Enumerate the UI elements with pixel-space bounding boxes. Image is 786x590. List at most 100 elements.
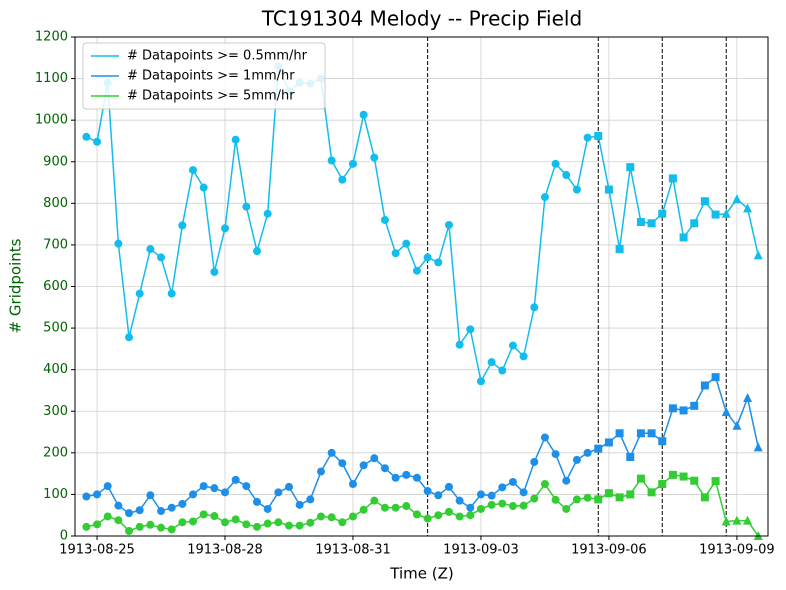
marker <box>444 220 453 229</box>
marker <box>679 233 688 242</box>
marker <box>253 497 262 506</box>
marker <box>711 373 720 382</box>
plot-frame <box>74 36 769 537</box>
marker <box>93 490 102 499</box>
marker <box>753 250 763 260</box>
marker <box>594 131 603 140</box>
marker <box>157 507 166 516</box>
marker <box>199 183 208 192</box>
marker <box>636 218 645 227</box>
marker <box>721 208 731 218</box>
marker <box>93 137 102 146</box>
marker <box>519 488 528 497</box>
x-tick-label: 1913-09-06 <box>571 543 647 558</box>
marker <box>338 518 347 527</box>
marker <box>508 477 517 486</box>
marker <box>82 492 91 501</box>
marker <box>498 483 507 492</box>
marker <box>103 482 112 491</box>
marker <box>359 110 368 119</box>
y-tick-label: 200 <box>43 445 68 460</box>
marker <box>199 482 208 491</box>
marker <box>242 482 251 491</box>
line <box>86 65 759 384</box>
marker <box>231 515 240 524</box>
marker <box>434 491 443 500</box>
marker <box>412 266 421 275</box>
marker <box>594 444 603 453</box>
marker <box>743 203 753 213</box>
marker <box>690 219 699 228</box>
marker <box>626 163 635 172</box>
marker <box>604 489 613 498</box>
marker <box>114 516 123 525</box>
marker <box>316 467 325 476</box>
marker <box>540 480 549 489</box>
y-tick-label: 1000 <box>35 113 68 128</box>
y-tick-label: 400 <box>43 362 68 377</box>
marker <box>444 482 453 491</box>
marker <box>167 525 176 534</box>
marker <box>306 518 315 527</box>
marker <box>210 512 219 521</box>
marker <box>690 476 699 485</box>
x-axis-label: Time (Z) <box>389 565 453 583</box>
marker <box>444 507 453 516</box>
marker <box>455 512 464 521</box>
marker <box>146 520 155 529</box>
y-tick-label: 700 <box>43 237 68 252</box>
marker <box>178 221 187 230</box>
marker <box>253 522 262 531</box>
series <box>82 470 763 540</box>
marker <box>711 210 720 219</box>
y-tick-label: 500 <box>43 321 68 336</box>
marker <box>668 470 677 479</box>
marker <box>327 513 336 522</box>
marker <box>668 174 677 183</box>
marker <box>679 472 688 481</box>
marker <box>700 197 709 206</box>
marker <box>690 401 699 410</box>
marker <box>274 518 283 527</box>
marker <box>135 506 144 515</box>
marker <box>540 433 549 442</box>
legend-box <box>82 42 326 110</box>
marker <box>551 495 560 504</box>
marker <box>594 495 603 504</box>
x-tick-label: 1913-08-25 <box>59 543 135 558</box>
y-tick-label: 100 <box>43 487 68 502</box>
marker <box>125 527 134 536</box>
marker <box>295 521 304 530</box>
marker <box>508 502 517 511</box>
marker <box>391 249 400 258</box>
marker <box>721 516 731 526</box>
y-tick-label: 600 <box>43 279 68 294</box>
marker <box>721 407 731 417</box>
marker <box>423 514 432 523</box>
marker <box>583 133 592 142</box>
marker <box>711 477 720 486</box>
marker <box>636 474 645 483</box>
marker <box>583 493 592 502</box>
marker <box>455 340 464 349</box>
marker <box>391 503 400 512</box>
marker <box>551 159 560 168</box>
marker <box>114 239 123 248</box>
y-tick-label: 900 <box>43 154 68 169</box>
marker <box>295 500 304 509</box>
marker <box>253 247 262 256</box>
marker <box>146 245 155 254</box>
marker <box>146 491 155 500</box>
marker <box>466 503 475 512</box>
marker <box>626 490 635 499</box>
marker <box>562 476 571 485</box>
marker <box>338 175 347 184</box>
marker <box>412 510 421 519</box>
marker <box>370 153 379 162</box>
marker <box>476 377 485 386</box>
marker <box>167 289 176 298</box>
marker <box>380 503 389 512</box>
marker <box>647 219 656 228</box>
marker <box>562 504 571 513</box>
marker <box>647 429 656 438</box>
